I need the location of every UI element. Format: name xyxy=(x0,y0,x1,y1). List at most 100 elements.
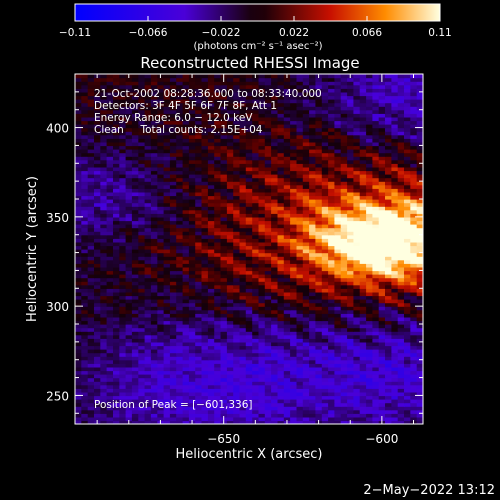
image-pixel xyxy=(207,324,215,329)
image-pixel xyxy=(290,295,297,300)
image-pixel xyxy=(169,227,177,232)
image-pixel xyxy=(125,377,133,382)
image-pixel xyxy=(182,299,190,304)
image-pixel xyxy=(239,213,247,218)
image-pixel xyxy=(391,384,399,389)
image-pixel xyxy=(233,259,241,264)
image-pixel xyxy=(176,245,184,250)
image-pixel xyxy=(113,206,120,211)
image-pixel xyxy=(94,209,101,214)
image-pixel xyxy=(277,238,285,243)
image-pixel xyxy=(106,216,114,222)
image-pixel xyxy=(245,163,253,168)
image-pixel xyxy=(391,181,399,186)
image-pixel xyxy=(113,195,120,200)
image-pixel xyxy=(201,220,209,225)
image-pixel xyxy=(75,188,82,193)
image-pixel xyxy=(182,188,190,193)
image-pixel xyxy=(397,220,405,225)
image-pixel xyxy=(315,277,323,282)
image-pixel xyxy=(296,199,304,204)
image-pixel xyxy=(182,131,190,136)
image-pixel xyxy=(391,409,399,414)
image-pixel xyxy=(416,256,423,261)
image-pixel xyxy=(328,313,335,318)
image-pixel xyxy=(87,406,95,411)
image-pixel xyxy=(378,106,386,111)
image-pixel xyxy=(239,306,247,311)
image-pixel xyxy=(353,402,361,407)
image-pixel xyxy=(410,166,418,172)
image-pixel xyxy=(347,234,354,239)
image-pixel xyxy=(321,341,329,347)
image-pixel xyxy=(169,324,177,329)
image-pixel xyxy=(182,256,190,261)
image-pixel xyxy=(188,366,196,372)
image-pixel xyxy=(340,316,348,322)
image-pixel xyxy=(410,302,418,307)
image-pixel xyxy=(81,327,89,332)
image-pixel xyxy=(226,199,234,204)
image-pixel xyxy=(176,391,184,397)
image-pixel xyxy=(366,334,373,339)
image-pixel xyxy=(106,170,114,175)
image-pixel xyxy=(239,366,247,372)
image-pixel xyxy=(359,152,367,157)
image-pixel xyxy=(359,320,367,325)
image-pixel xyxy=(150,274,158,279)
image-pixel xyxy=(302,184,310,189)
image-pixel xyxy=(131,409,139,414)
image-pixel xyxy=(125,202,133,207)
image-pixel xyxy=(94,231,101,236)
image-pixel xyxy=(245,281,253,286)
image-pixel xyxy=(81,345,89,350)
image-pixel xyxy=(195,188,203,193)
image-pixel xyxy=(106,316,114,322)
image-pixel xyxy=(125,366,133,372)
image-pixel xyxy=(157,134,165,139)
image-pixel xyxy=(277,188,285,193)
image-pixel xyxy=(106,102,114,107)
image-pixel xyxy=(100,209,108,214)
image-pixel xyxy=(391,288,399,293)
image-pixel xyxy=(113,316,120,322)
image-pixel xyxy=(416,156,423,161)
image-pixel xyxy=(157,127,165,132)
image-pixel xyxy=(94,174,101,179)
image-pixel xyxy=(87,152,95,157)
image-pixel xyxy=(163,220,171,225)
image-pixel xyxy=(385,356,392,361)
image-pixel xyxy=(302,249,310,254)
image-pixel xyxy=(150,245,158,250)
image-pixel xyxy=(366,388,373,393)
image-pixel xyxy=(81,202,89,207)
image-pixel xyxy=(404,102,411,107)
image-pixel xyxy=(150,413,158,418)
image-pixel xyxy=(321,391,329,397)
image-pixel xyxy=(302,359,310,364)
image-pixel xyxy=(214,391,222,397)
image-pixel xyxy=(258,213,266,218)
image-pixel xyxy=(410,331,418,336)
image-pixel xyxy=(182,263,190,268)
image-pixel xyxy=(214,402,222,407)
image-pixel xyxy=(169,213,177,218)
image-pixel xyxy=(144,302,152,307)
image-pixel xyxy=(252,331,260,336)
image-pixel xyxy=(169,309,177,314)
image-pixel xyxy=(239,249,247,254)
image-pixel xyxy=(372,159,380,164)
image-pixel xyxy=(125,277,133,282)
image-pixel xyxy=(252,152,260,157)
image-pixel xyxy=(207,266,215,272)
image-pixel xyxy=(321,384,329,389)
image-pixel xyxy=(416,381,423,386)
image-pixel xyxy=(119,320,127,325)
image-pixel xyxy=(233,366,241,372)
image-pixel xyxy=(258,170,266,175)
image-pixel xyxy=(385,406,392,411)
image-pixel xyxy=(315,241,323,247)
image-pixel xyxy=(290,245,297,250)
image-pixel xyxy=(391,252,399,257)
image-pixel xyxy=(416,116,423,122)
